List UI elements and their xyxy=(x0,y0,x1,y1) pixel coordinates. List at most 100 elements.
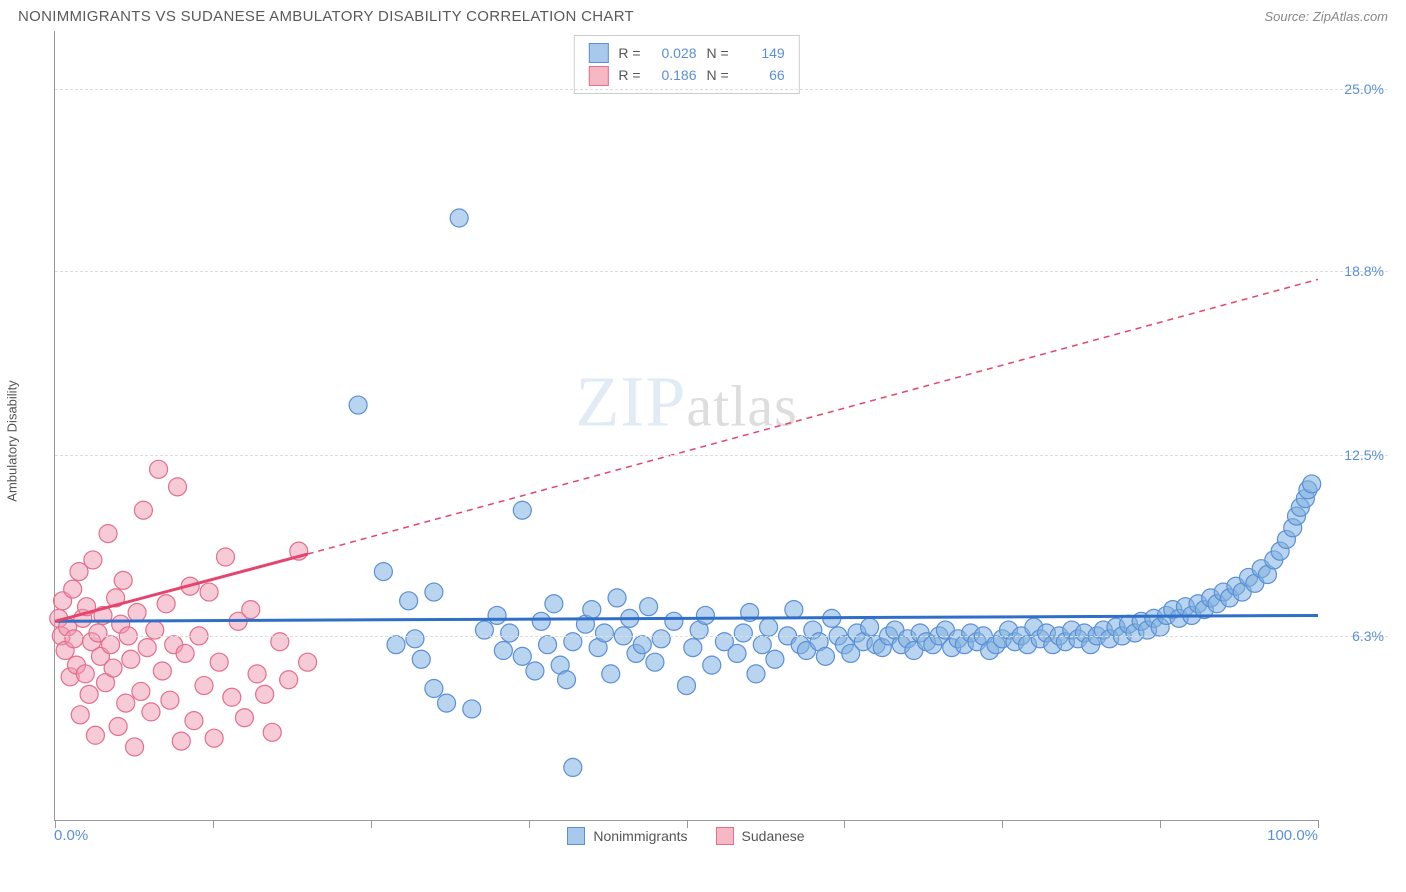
gridline xyxy=(55,455,1388,456)
x-axis-max-label: 100.0% xyxy=(1267,827,1318,844)
scatter-point xyxy=(760,618,778,636)
y-tick-label: 18.8% xyxy=(1344,263,1384,279)
scatter-point xyxy=(134,501,152,519)
scatter-point xyxy=(425,583,443,601)
scatter-point xyxy=(684,639,702,657)
y-tick-label: 25.0% xyxy=(1344,81,1384,97)
scatter-point xyxy=(501,624,519,642)
scatter-point xyxy=(696,606,714,624)
legend-item-1: Nonimmigrants xyxy=(567,827,687,845)
scatter-point xyxy=(633,636,651,654)
scatter-point xyxy=(513,501,531,519)
scatter-point xyxy=(76,665,94,683)
trend-line xyxy=(308,279,1318,554)
scatter-point xyxy=(161,691,179,709)
scatter-point xyxy=(406,630,424,648)
scatter-point xyxy=(665,612,683,630)
gridline xyxy=(55,636,1388,637)
scatter-point xyxy=(122,650,140,668)
legend-swatch-2 xyxy=(716,827,734,845)
scatter-point xyxy=(172,732,190,750)
scatter-point xyxy=(205,729,223,747)
x-axis-min-label: 0.0% xyxy=(54,827,88,844)
y-tick-label: 12.5% xyxy=(1344,447,1384,463)
scatter-point xyxy=(374,563,392,581)
page-title: NONIMMIGRANTS VS SUDANESE AMBULATORY DIS… xyxy=(18,8,634,25)
scatter-point xyxy=(104,659,122,677)
scatter-point xyxy=(223,688,241,706)
scatter-point xyxy=(728,644,746,662)
y-tick-label: 6.3% xyxy=(1352,628,1384,644)
scatter-point xyxy=(157,595,175,613)
x-axis-row: 0.0% Nonimmigrants Sudanese 100.0% xyxy=(54,821,1318,851)
scatter-point xyxy=(65,630,83,648)
scatter-point xyxy=(109,717,127,735)
scatter-point xyxy=(102,636,120,654)
scatter-point xyxy=(646,653,664,671)
scatter-point xyxy=(816,647,834,665)
scatter-point xyxy=(99,525,117,543)
legend-label-1: Nonimmigrants xyxy=(593,828,687,844)
scatter-point xyxy=(256,685,274,703)
scatter-point xyxy=(545,595,563,613)
scatter-point xyxy=(602,665,620,683)
scatter-point xyxy=(703,656,721,674)
scatter-point xyxy=(210,653,228,671)
gridline xyxy=(55,89,1388,90)
scatter-point xyxy=(150,460,168,478)
scatter-point xyxy=(349,396,367,414)
scatter-point xyxy=(176,644,194,662)
scatter-point xyxy=(169,478,187,496)
scatter-point xyxy=(678,677,696,695)
scatter-point xyxy=(1303,475,1321,493)
scatter-point xyxy=(71,706,89,724)
scatter-point xyxy=(785,601,803,619)
scatter-point xyxy=(425,680,443,698)
scatter-point xyxy=(138,639,156,657)
scatter-point xyxy=(400,592,418,610)
legend-swatch-1 xyxy=(567,827,585,845)
scatter-point xyxy=(558,671,576,689)
scatter-point xyxy=(84,551,102,569)
plot-area: ZIPatlas R = 0.028 N = 149 R = 0.186 N =… xyxy=(54,31,1318,821)
scatter-point xyxy=(117,694,135,712)
scatter-point xyxy=(114,571,132,589)
scatter-point xyxy=(80,685,98,703)
scatter-point xyxy=(532,612,550,630)
gridline xyxy=(55,271,1388,272)
scatter-point xyxy=(280,671,298,689)
chart-container: Ambulatory Disability ZIPatlas R = 0.028… xyxy=(18,31,1388,851)
scatter-point xyxy=(753,636,771,654)
legend-item-2: Sudanese xyxy=(716,827,805,845)
scatter-point xyxy=(766,650,784,668)
x-tick xyxy=(1318,820,1319,828)
scatter-point xyxy=(747,665,765,683)
scatter-point xyxy=(861,618,879,636)
scatter-point xyxy=(450,209,468,227)
scatter-point xyxy=(652,630,670,648)
scatter-point xyxy=(153,662,171,680)
scatter-point xyxy=(595,624,613,642)
scatter-point xyxy=(128,604,146,622)
scatter-point xyxy=(539,636,557,654)
scatter-point xyxy=(640,598,658,616)
scatter-point xyxy=(185,712,203,730)
scatter-point xyxy=(217,548,235,566)
scatter-point xyxy=(263,723,281,741)
scatter-point xyxy=(299,653,317,671)
scatter-point xyxy=(526,662,544,680)
scatter-point xyxy=(86,726,104,744)
y-axis-label: Ambulatory Disability xyxy=(5,380,20,501)
scatter-point xyxy=(248,665,266,683)
scatter-point xyxy=(488,606,506,624)
scatter-point xyxy=(132,682,150,700)
scatter-point xyxy=(734,624,752,642)
scatter-point xyxy=(564,758,582,776)
scatter-point xyxy=(463,700,481,718)
legend-label-2: Sudanese xyxy=(742,828,805,844)
scatter-svg xyxy=(55,31,1318,820)
scatter-point xyxy=(438,694,456,712)
scatter-point xyxy=(195,677,213,695)
scatter-point xyxy=(608,589,626,607)
scatter-point xyxy=(126,738,144,756)
